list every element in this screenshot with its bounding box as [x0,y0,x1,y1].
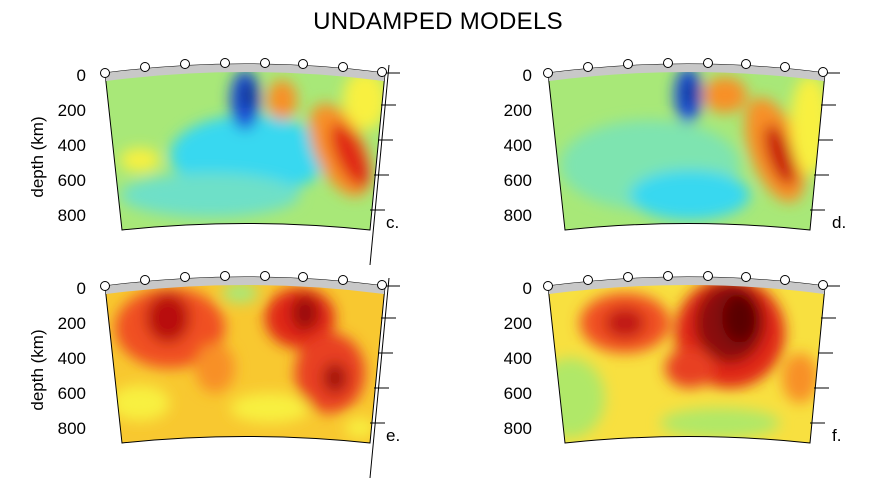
panel-label: c. [386,213,400,232]
station-marker [220,58,230,68]
panel-f: 0 200 400 600 800 [440,268,876,483]
station-marker [703,271,713,281]
tick-label-400: 400 [57,349,86,368]
tomography-field [548,64,825,230]
station-marker [623,272,633,282]
tick-label-800: 800 [57,419,86,438]
tick-label-400: 400 [503,349,532,368]
edge-line [369,64,390,266]
station-marker [583,62,593,72]
surface-band [105,64,385,81]
station-marker [100,281,110,291]
station-marker [583,275,593,285]
tomography-field [548,277,825,443]
station-marker [140,275,150,285]
panel-d: 0 200 400 600 800 [440,55,876,270]
tick-label-800: 800 [503,419,532,438]
station-marker [140,62,150,72]
station-marker [623,59,633,69]
tick-label-200: 200 [503,314,532,333]
station-markers [100,271,387,291]
tick-label-200: 200 [57,314,86,333]
station-marker [741,272,751,282]
station-marker [298,272,308,282]
panel-label: f. [832,426,842,445]
station-marker [180,59,190,69]
surface-band [548,277,825,294]
panel-c: depth (km) 0 200 400 600 800 [0,55,440,270]
tick-label-0: 0 [76,279,86,298]
station-marker [818,280,828,290]
tick-label-200: 200 [57,101,86,120]
station-marker [220,271,230,281]
station-marker [780,62,790,72]
surface-band [548,64,825,81]
tick-label-0: 0 [522,66,532,85]
station-marker [780,275,790,285]
tomography-field [105,64,385,230]
tick-label-400: 400 [503,136,532,155]
station-marker [338,275,348,285]
page-title: UNDAMPED MODELS [313,8,563,35]
station-marker [298,59,308,69]
station-markers [100,58,387,78]
station-marker [663,271,673,281]
station-marker [377,67,387,77]
station-marker [543,68,553,78]
panel-label: d. [832,213,847,232]
station-marker [260,58,270,68]
station-marker [818,67,828,77]
station-marker [260,271,270,281]
cross-section-c [100,58,400,266]
station-markers [543,58,828,78]
tick-label-800: 800 [57,206,86,225]
station-marker [741,59,751,69]
cross-section-d [543,58,840,231]
tomography-field [105,277,385,443]
tick-label-600: 600 [57,384,86,403]
cross-section-e [100,271,400,479]
tick-label-200: 200 [503,101,532,120]
station-marker [100,68,110,78]
panel-e: depth (km) 0 200 400 600 800 [0,268,440,483]
tick-label-600: 600 [503,384,532,403]
tick-label-0: 0 [76,66,86,85]
station-markers [543,271,828,291]
station-marker [543,281,553,291]
station-marker [180,272,190,282]
cross-section-f [543,271,840,444]
tick-label-0: 0 [522,279,532,298]
surface-band [105,277,385,294]
tick-label-400: 400 [57,136,86,155]
tick-label-600: 600 [57,171,86,190]
panel-label: e. [386,426,401,445]
station-marker [663,58,673,68]
tick-label-800: 800 [503,206,532,225]
station-marker [377,280,387,290]
station-marker [703,58,713,68]
station-marker [338,62,348,72]
edge-line [369,277,390,479]
tick-label-600: 600 [503,171,532,190]
